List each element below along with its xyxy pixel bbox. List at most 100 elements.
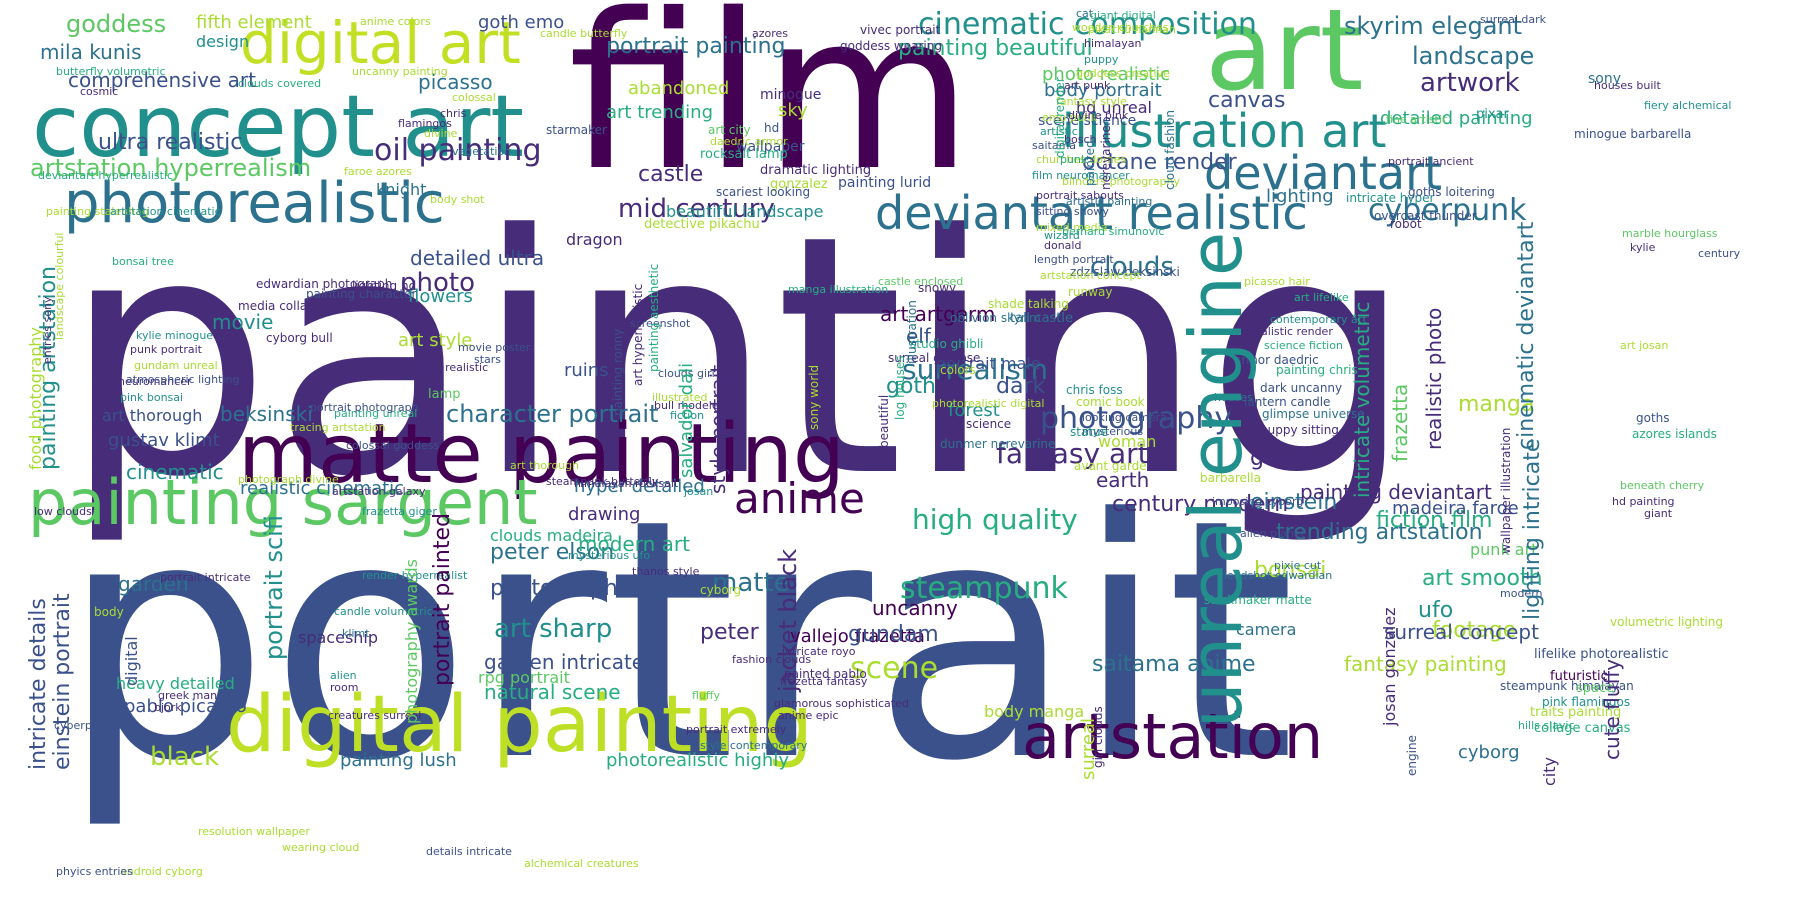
cloud-word: film neuromancer xyxy=(1032,169,1130,182)
cloud-word: cyborg xyxy=(700,583,741,597)
cloud-word: divine xyxy=(424,127,458,140)
cloud-word: screenshot xyxy=(630,317,691,330)
cloud-word: scene science xyxy=(1038,113,1137,129)
cloud-word: painting chris xyxy=(1276,363,1358,377)
cloud-word: engine xyxy=(1405,735,1419,776)
cloud-word: frazetta fantasy xyxy=(780,675,868,688)
cloud-word: art lifelike xyxy=(1294,291,1349,304)
cloud-word: modern xyxy=(1500,587,1543,600)
cloud-word: body xyxy=(94,605,124,619)
cloud-word: statue xyxy=(1070,425,1109,439)
cloud-word: surreal dark xyxy=(1480,13,1546,26)
cloud-word: stars xyxy=(474,353,502,366)
cloud-word: lifelike photorealistic xyxy=(1534,647,1669,662)
cloud-word: cinematic xyxy=(126,460,224,484)
cloud-word: surrealism xyxy=(902,353,1049,386)
cloud-word: ufo xyxy=(1418,598,1454,623)
cloud-word: portrait male xyxy=(936,354,1041,373)
cloud-word: detailed painting xyxy=(1380,108,1533,129)
cloud-word: imposing cyborg xyxy=(1212,495,1304,508)
cloud-word: girl clouds xyxy=(1091,706,1105,768)
cloud-word: beneath cherry xyxy=(1620,479,1705,492)
cloud-word: concept art xyxy=(32,77,525,177)
cloud-word: daedric armor xyxy=(710,135,788,148)
cloud-word: gordon xyxy=(1250,446,1328,471)
cloud-word: portrait xyxy=(60,449,1296,833)
cloud-word: houses built xyxy=(1594,79,1661,92)
cloud-word: artstation concept xyxy=(1040,269,1141,282)
cloud-word: colossal xyxy=(452,91,496,104)
cloud-word: overcast thunder xyxy=(1374,209,1477,223)
cloud-word: armor daedric xyxy=(1234,353,1319,367)
cloud-word: art artgerm xyxy=(880,302,996,326)
cloud-word: art xyxy=(1205,0,1364,116)
cloud-word: painting beautiful xyxy=(898,36,1093,61)
cloud-word: cyberpunk art xyxy=(54,719,132,732)
cloud-word: avant garde xyxy=(1074,459,1147,473)
cloud-word: oblivion skyrim xyxy=(950,311,1041,325)
cloud-word: details intricate xyxy=(426,845,512,858)
cloud-word: steampunk xyxy=(900,571,1068,606)
cloud-word: saitama anime xyxy=(1092,652,1256,677)
cloud-word: kylie minogue xyxy=(136,329,214,342)
cloud-word: headshot edwardian xyxy=(1220,569,1333,582)
cloud-word: saitama xyxy=(1032,139,1077,152)
cloud-word: anime epic xyxy=(778,709,839,722)
cloud-word: mysterious ufo xyxy=(568,549,651,562)
cloud-word: glimpse universe xyxy=(1262,407,1365,421)
cloud-word: illustration xyxy=(905,300,919,364)
cloud-word: alien planet xyxy=(1240,527,1305,540)
cloud-word: einstein portrait xyxy=(50,593,75,770)
cloud-word: mid century xyxy=(618,194,775,224)
cloud-word: black xyxy=(150,742,220,772)
cloud-word: cloud fashion xyxy=(1163,109,1177,190)
cloud-word: unreal engine xyxy=(1174,231,1258,728)
cloud-word: portrait sabouts xyxy=(1036,189,1124,202)
cloud-word: photorealistic highly xyxy=(606,750,789,771)
cloud-word: natural scene xyxy=(484,680,621,704)
cloud-word: goth xyxy=(886,374,936,399)
cloud-word: forest xyxy=(948,400,1000,421)
cloud-word: portrait painted xyxy=(430,513,455,686)
cloud-word: alien xyxy=(330,669,357,682)
cloud-word: design xyxy=(196,32,250,51)
cloud-word: illustration art xyxy=(1062,104,1387,158)
cloud-word: candle butterfly xyxy=(540,27,628,40)
cloud-word: uncanny painting xyxy=(352,65,448,78)
cloud-word: cyberpunk xyxy=(1368,193,1527,228)
cloud-word: hd painting xyxy=(1612,495,1675,508)
cloud-word: movie poster xyxy=(458,341,531,354)
cloud-word: atmospheric lighting xyxy=(126,373,240,386)
cloud-word: painting unreal xyxy=(334,407,418,420)
cloud-word: art city xyxy=(708,123,751,137)
cloud-word: artwork xyxy=(1420,68,1520,98)
cloud-word: mila kunis xyxy=(40,40,142,64)
cloud-word: looking camera xyxy=(1082,411,1167,424)
cloud-word: creatures surreal xyxy=(328,709,422,722)
cloud-word: cyborg bull xyxy=(266,331,333,345)
cloud-word: character portrait xyxy=(446,400,659,428)
cloud-word: beautiful xyxy=(877,394,891,448)
cloud-word: minogue xyxy=(760,87,822,103)
cloud-word: movie xyxy=(212,310,274,334)
cloud-word: heavy detailed xyxy=(116,674,235,693)
cloud-word: garden intricate xyxy=(484,650,645,674)
cloud-word: lantern candle xyxy=(1244,395,1331,409)
cloud-word: painting lush xyxy=(340,750,457,771)
cloud-word: frazetta giger xyxy=(362,505,437,518)
cloud-word: faroe azores xyxy=(344,165,412,178)
cloud-word: josan gonzalez xyxy=(1380,607,1399,726)
cloud-word: art josan xyxy=(1620,339,1669,352)
cloud-word: deviantart realistic xyxy=(875,186,1308,240)
cloud-word: gundam unreal xyxy=(134,359,218,372)
cloud-word: castle enclosed xyxy=(878,275,964,288)
cloud-word: realistic render xyxy=(1250,325,1333,338)
cloud-word: fiction film xyxy=(1376,508,1493,533)
cloud-word: android cyborg xyxy=(120,865,203,878)
cloud-word: artistic xyxy=(1040,125,1078,138)
cloud-word: detective pikachu xyxy=(644,217,760,232)
cloud-word: low clouds xyxy=(34,505,92,518)
cloud-word: peter xyxy=(700,620,759,645)
cloud-word: camera xyxy=(1236,620,1297,639)
cloud-word: space xyxy=(1576,681,1615,696)
